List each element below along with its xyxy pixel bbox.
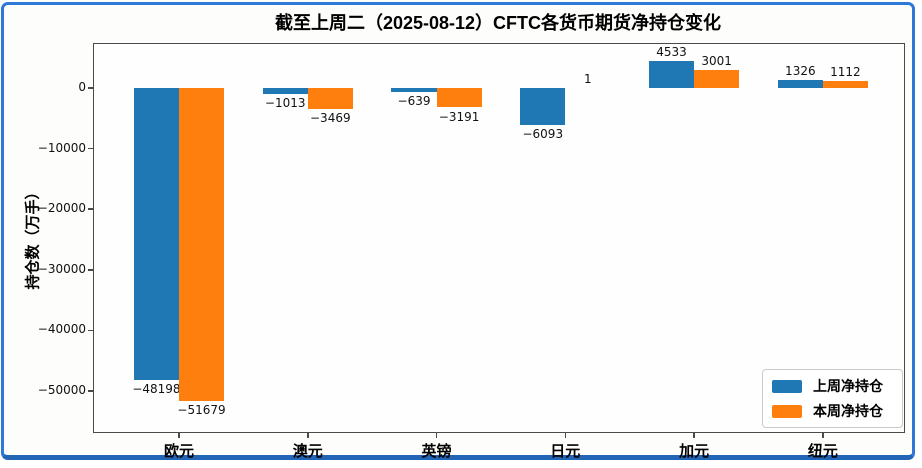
plot-area: 上周净持仓本周净持仓 0 −10000 −20000 −30000 −40000 −500…	[38, 43, 905, 460]
y-tick-label: −40000	[37, 322, 86, 337]
x-tick-label: 日元	[550, 443, 581, 460]
y-tick-mark	[88, 87, 94, 89]
bar	[436, 88, 482, 108]
y-tick-label: −20000	[37, 201, 86, 216]
x-tick-mark	[178, 432, 180, 438]
bar-value-label: −3469	[310, 111, 351, 126]
y-tick-label: 0	[78, 80, 86, 95]
x-tick-label: 英镑	[421, 443, 452, 460]
y-tick-label: −10000	[37, 140, 86, 155]
legend: 上周净持仓本周净持仓	[762, 369, 903, 428]
y-tick-mark	[88, 208, 94, 210]
x-tick-mark	[822, 432, 824, 438]
bar	[822, 81, 868, 89]
legend-swatch	[772, 379, 802, 393]
y-tick-mark	[88, 147, 94, 150]
bar	[649, 60, 695, 89]
y-tick-mark	[88, 329, 94, 332]
legend-item: 上周净持仓	[772, 376, 892, 396]
x-tick-mark	[435, 432, 438, 438]
bar-value-label: −3191	[438, 109, 480, 124]
y-tick-label: −30000	[37, 261, 86, 276]
bar	[262, 88, 308, 95]
bar-value-label: −48198	[132, 381, 181, 396]
bar-value-label: −6093	[522, 127, 564, 142]
x-tick-label: 欧元	[163, 443, 194, 460]
bar	[391, 88, 437, 93]
bar-value-label: −1013	[264, 96, 306, 111]
x-tick-mark	[307, 432, 309, 438]
x-tick-label: 纽元	[807, 443, 838, 460]
y-tick-mark	[88, 390, 94, 392]
legend-label: 本周净持仓	[813, 403, 883, 419]
bar	[307, 88, 353, 110]
x-tick-label: 加元	[679, 443, 710, 460]
bar	[520, 88, 566, 126]
bar-value-label: 4533	[656, 44, 687, 59]
bar-value-label: −639	[397, 94, 431, 109]
bar	[133, 88, 179, 380]
bar-value-label: 1	[584, 72, 592, 87]
y-tick-label: −50000	[37, 382, 86, 397]
x-tick-label: 澳元	[292, 443, 323, 460]
bar-value-label: −51679	[177, 403, 226, 417]
legend-label: 上周净持仓	[813, 378, 883, 394]
bar-value-label: 1326	[785, 64, 816, 79]
legend-item: 本周净持仓	[772, 401, 892, 421]
bar-value-label: 1112	[830, 65, 861, 80]
bar	[777, 80, 823, 89]
x-tick-mark	[693, 432, 695, 438]
y-tick-mark	[88, 269, 94, 271]
legend-swatch	[772, 404, 802, 418]
bar	[694, 70, 740, 89]
bar	[178, 88, 225, 401]
chart-title: 截至上周二（2025-08-12）CFTC各货币期货净持仓变化	[274, 13, 722, 33]
bar-value-label: 3001	[701, 54, 732, 69]
x-tick-mark	[564, 432, 567, 438]
